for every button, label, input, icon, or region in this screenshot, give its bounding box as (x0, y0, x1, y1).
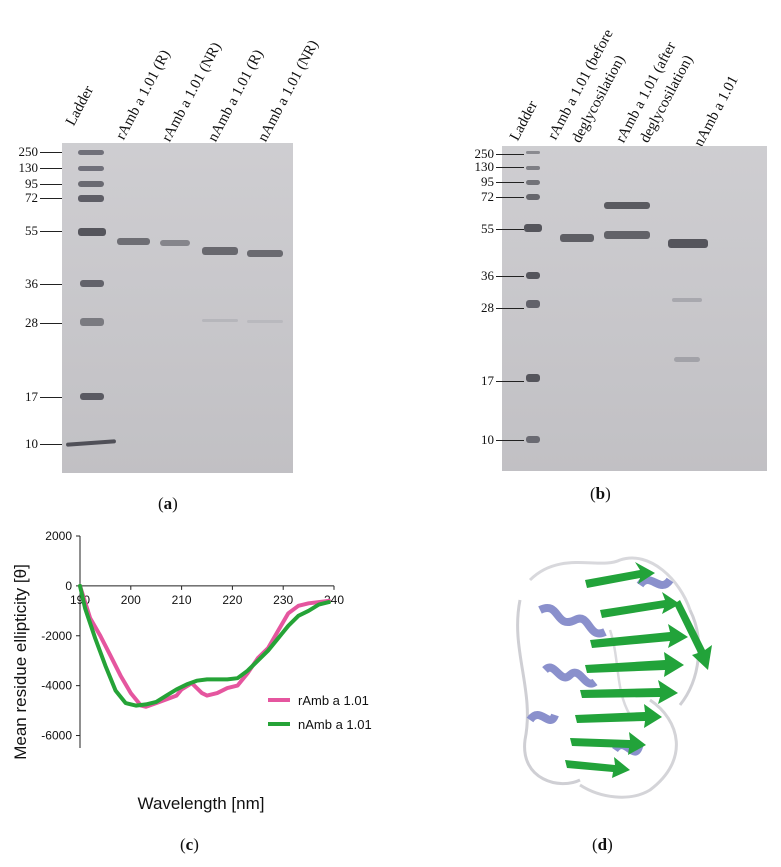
x-tick-label: 230 (273, 593, 293, 607)
ladder-band (526, 436, 540, 443)
mw-label: 130 (474, 159, 495, 174)
sample-band (560, 234, 594, 242)
series-line-rAmb (78, 583, 331, 709)
ladder-band (526, 180, 540, 185)
ladder-band (526, 194, 540, 200)
mw-tick (40, 444, 62, 445)
mw-label: 17 (25, 389, 38, 404)
panel-caption-a: (a) (158, 494, 178, 513)
ladder-band (78, 166, 104, 171)
panel-caption-d: (d) (592, 835, 613, 854)
mw-label: 55 (25, 223, 38, 238)
mw-tick (40, 231, 62, 232)
x-tick-label: 220 (222, 593, 242, 607)
mw-tick (496, 308, 524, 309)
x-axis-title: Wavelength [nm] (138, 794, 265, 813)
gel-image-b (502, 146, 767, 471)
mw-tick (496, 167, 524, 168)
mw-label: 250 (18, 144, 39, 159)
mw-tick (40, 168, 62, 169)
mw-tick (496, 276, 524, 277)
mw-label: 17 (481, 373, 494, 388)
mw-tick (40, 184, 62, 185)
sample-band (247, 250, 283, 257)
lane-label-nAmb: nAmb a 1.01 (690, 73, 742, 150)
mw-tick (496, 197, 524, 198)
ladder-band (526, 151, 540, 154)
panel-c: 2000 0 -2000 -4000 -6000 190 200 210 220 230 240 Me… (0, 520, 420, 867)
ladder-band (526, 374, 540, 382)
panel-a: Ladder rAmb a 1.01 (R) rAmb a 1.01 (NR) … (0, 0, 390, 520)
faint-band (674, 357, 700, 362)
mw-tick (496, 229, 524, 230)
y-tick-label: -2000 (41, 629, 72, 643)
y-tick-label: 2000 (45, 529, 72, 543)
ladder-band (78, 150, 104, 155)
x-tick-label: 210 (172, 593, 192, 607)
y-tick-label: -6000 (41, 729, 72, 743)
ladder-band (526, 166, 540, 170)
mw-label: 36 (481, 268, 494, 283)
panel-caption-c: (c) (180, 835, 199, 854)
panel-caption-b: (b) (590, 484, 611, 503)
ladder-band (78, 181, 104, 187)
sample-band (160, 240, 190, 246)
protein-structure-image (516, 556, 712, 799)
mw-label: 95 (481, 174, 494, 189)
mw-label: 250 (474, 146, 495, 161)
ladder-band (78, 195, 104, 202)
mw-label: 72 (481, 189, 494, 204)
faint-band (247, 320, 283, 323)
mw-tick (496, 381, 524, 382)
mw-label: 10 (481, 432, 494, 447)
gel-image-a (62, 143, 293, 473)
mw-tick (40, 323, 62, 324)
mw-tick (496, 182, 524, 183)
mw-tick (496, 154, 524, 155)
mw-label: 10 (25, 436, 38, 451)
mw-label: 28 (481, 300, 494, 315)
sample-band (202, 247, 238, 255)
ladder-band (526, 272, 540, 279)
mw-label: 55 (481, 221, 494, 236)
mw-tick (496, 440, 524, 441)
mw-label: 72 (25, 190, 38, 205)
sample-band (604, 202, 650, 209)
ladder-band (80, 318, 104, 326)
panel-d: (d) (490, 540, 750, 867)
sample-band (604, 231, 650, 239)
ladder-band (526, 300, 540, 308)
y-tick-label: 0 (65, 579, 72, 593)
sample-band (668, 239, 708, 248)
y-axis-title: Mean residue ellipticity [θ] (11, 564, 30, 760)
mw-tick (40, 397, 62, 398)
faint-band (202, 319, 238, 322)
mw-label: 36 (25, 276, 38, 291)
mw-label: 95 (25, 176, 38, 191)
mw-tick (40, 152, 62, 153)
panel-b: Ladder rAmb a 1.01 (before deglycosilati… (474, 27, 767, 503)
legend-label: rAmb a 1.01 (298, 693, 369, 708)
mw-tick (40, 198, 62, 199)
sample-band (117, 238, 150, 245)
ladder-band (80, 280, 104, 287)
ladder-band (78, 228, 106, 236)
x-tick-label: 200 (121, 593, 141, 607)
ladder-band (80, 393, 104, 400)
lane-label-ladder: Ladder (506, 98, 542, 144)
legend-label: nAmb a 1.01 (298, 717, 372, 732)
mw-label: 130 (18, 160, 39, 175)
faint-band (672, 298, 702, 302)
ladder-band (524, 224, 542, 232)
y-tick-label: -4000 (41, 679, 72, 693)
mw-tick (40, 284, 62, 285)
series-line-nAmb (78, 583, 331, 708)
mw-label: 28 (25, 315, 38, 330)
